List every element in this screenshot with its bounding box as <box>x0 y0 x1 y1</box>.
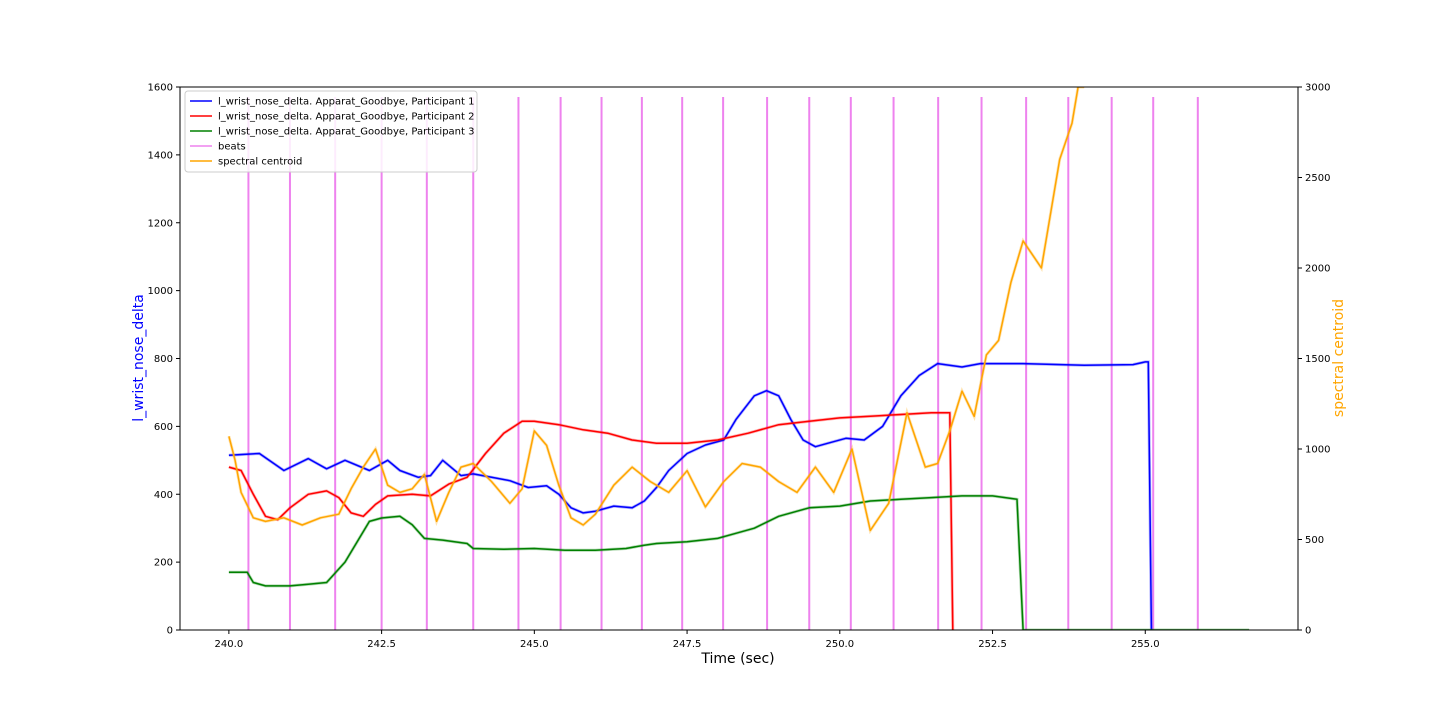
legend-label: l_wrist_nose_delta. Apparat_Goodbye, Par… <box>218 112 474 123</box>
right-y-tick-label: 0 <box>1305 626 1311 637</box>
legend-label: l_wrist_nose_delta. Apparat_Goodbye, Par… <box>218 97 474 108</box>
left-y-tick-label: 1600 <box>148 83 173 94</box>
x-tick-label: 250.0 <box>825 639 854 650</box>
x-tick-label: 245.0 <box>520 639 549 650</box>
right-y-tick-label: 1000 <box>1305 445 1330 456</box>
right-y-tick-label: 500 <box>1305 535 1324 546</box>
x-tick-label: 240.0 <box>215 639 244 650</box>
right-y-tick-label: 3000 <box>1305 83 1330 94</box>
series-line <box>228 361 1153 630</box>
left-y-tick-label: 600 <box>154 422 173 433</box>
legend: l_wrist_nose_delta. Apparat_Goodbye, Par… <box>184 90 478 173</box>
axes: 240.0 242.5 245.0 247.5 250.0 252.5 255.0 0 200 4… <box>148 83 1331 651</box>
left-y-tick-label: 1000 <box>148 286 173 297</box>
left-y-tick-label: 1400 <box>148 150 173 161</box>
x-tick-label: 255.0 <box>1131 639 1160 650</box>
x-tick-label: 247.5 <box>673 639 702 650</box>
right-y-tick-label: 1500 <box>1305 354 1330 365</box>
series-line <box>228 495 1250 630</box>
legend-box <box>184 90 478 173</box>
right-y-axis-label: spectral centroid <box>1331 299 1347 417</box>
right-y-tick-label: 2000 <box>1305 264 1330 275</box>
legend-label: l_wrist_nose_delta. Apparat_Goodbye, Par… <box>218 127 474 138</box>
x-tick-label: 252.5 <box>978 639 1007 650</box>
plot-area <box>227 87 1250 630</box>
left-y-tick-label: 1200 <box>148 218 173 229</box>
left-y-tick-label: 200 <box>154 558 173 569</box>
series-line <box>228 87 1085 532</box>
legend-label: spectral centroid <box>218 157 302 168</box>
x-axis-label: Time (sec) <box>700 651 774 667</box>
left-y-tick-label: 0 <box>167 626 173 637</box>
right-y-tick-label: 2500 <box>1305 173 1330 184</box>
legend-label: beats <box>218 142 246 153</box>
left-y-tick-label: 400 <box>154 490 173 501</box>
left-y-axis-label: l_wrist_nose_delta <box>131 294 147 422</box>
series-line <box>228 412 954 630</box>
left-y-tick-label: 800 <box>154 354 173 365</box>
x-tick-label: 242.5 <box>367 639 396 650</box>
